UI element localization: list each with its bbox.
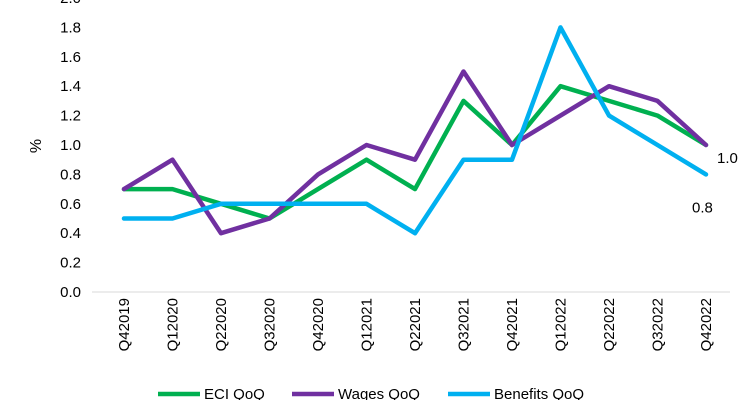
x-tick-label: Q32021 [456,298,473,351]
x-tick-label: Q42020 [310,298,327,351]
y-tick-label: 1.0 [60,137,81,154]
series-lines [121,25,709,236]
x-tick-label: Q22021 [407,298,424,351]
y-tick-label: 0.2 [60,255,81,272]
y-tick-label: 1.6 [60,49,81,66]
y-tick-label: 1.8 [60,19,81,36]
x-tick-label: Q12020 [165,298,182,351]
x-tick-label: Q42021 [504,298,521,351]
x-tick-label: Q22022 [601,298,618,351]
y-tick-label: 2.0 [60,0,81,7]
x-tick-label: Q42019 [116,298,133,351]
y-tick-label: 0.8 [60,166,81,183]
y-tick-label: 1.4 [60,78,81,95]
legend: ECI QoQ Wages QoQ Benefits QoQ [158,386,584,400]
y-tick-label: 0.6 [60,196,81,213]
data-label: 0.8 [692,199,713,216]
series-line-eci-qoq [121,83,709,221]
y-axis-label: % [28,139,45,153]
x-tick-label: Q32022 [650,298,667,351]
x-tick-label: Q32020 [262,298,279,351]
legend-label: Wages QoQ [338,386,420,400]
y-tick-label: 0.0 [60,284,81,301]
x-tick-label: Q12021 [359,298,376,351]
x-tick-label: Q42022 [698,298,715,351]
data-label: 1.0 [717,150,738,167]
legend-label: ECI QoQ [204,386,265,400]
x-axis-ticks: Q42019 Q12020 Q22020 Q32020 Q42020 Q12021 Q220… [116,298,715,351]
series-line-wages-qoq [121,69,709,236]
series-line-benefits-qoq [121,25,709,236]
x-tick-label: Q12022 [553,298,570,351]
y-tick-label: 0.4 [60,225,81,242]
annotations: 1.0 0.8 [692,150,738,216]
y-axis-ticks: 0.0 0.2 0.4 0.6 0.8 1.0 1.2 1.4 1.6 1.8 2.0 [60,0,81,301]
legend-label: Benefits QoQ [494,386,584,400]
x-tick-label: Q22020 [213,298,230,351]
y-tick-label: 1.2 [60,108,81,125]
